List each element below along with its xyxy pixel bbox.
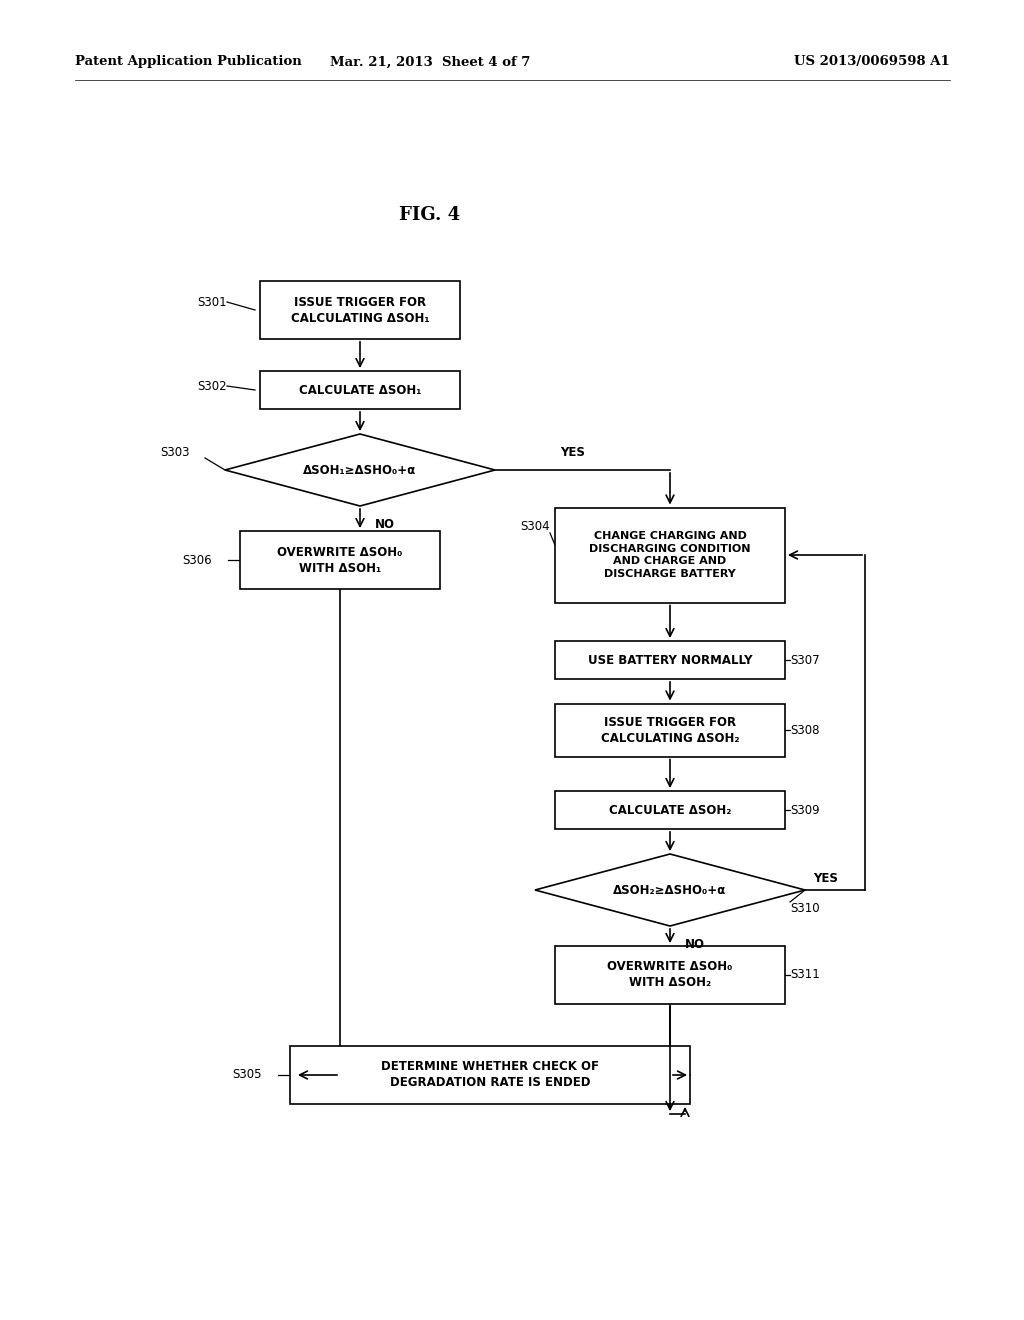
Text: Mar. 21, 2013  Sheet 4 of 7: Mar. 21, 2013 Sheet 4 of 7: [330, 55, 530, 69]
Text: S307: S307: [790, 653, 819, 667]
Text: ISSUE TRIGGER FOR
CALCULATING ΔSOH₁: ISSUE TRIGGER FOR CALCULATING ΔSOH₁: [291, 296, 429, 325]
Text: CALCULATE ΔSOH₂: CALCULATE ΔSOH₂: [609, 804, 731, 817]
Polygon shape: [225, 434, 495, 506]
FancyBboxPatch shape: [555, 704, 785, 756]
Text: CALCULATE ΔSOH₁: CALCULATE ΔSOH₁: [299, 384, 421, 396]
Text: S306: S306: [182, 553, 212, 566]
Text: OVERWRITE ΔSOH₀
WITH ΔSOH₁: OVERWRITE ΔSOH₀ WITH ΔSOH₁: [278, 545, 402, 574]
Text: ΔSOH₂≥ΔSHO₀+α: ΔSOH₂≥ΔSHO₀+α: [613, 883, 727, 896]
Text: S309: S309: [790, 804, 819, 817]
Text: NO: NO: [375, 517, 395, 531]
Text: FIG. 4: FIG. 4: [399, 206, 461, 224]
Text: S304: S304: [520, 520, 550, 533]
FancyBboxPatch shape: [555, 946, 785, 1005]
FancyBboxPatch shape: [260, 281, 460, 339]
Text: NO: NO: [685, 937, 705, 950]
Text: US 2013/0069598 A1: US 2013/0069598 A1: [795, 55, 950, 69]
Text: ISSUE TRIGGER FOR
CALCULATING ΔSOH₂: ISSUE TRIGGER FOR CALCULATING ΔSOH₂: [601, 715, 739, 744]
Text: S310: S310: [790, 902, 819, 915]
FancyBboxPatch shape: [555, 642, 785, 678]
Text: S311: S311: [790, 969, 820, 982]
Text: YES: YES: [813, 871, 838, 884]
FancyBboxPatch shape: [555, 507, 785, 602]
Polygon shape: [535, 854, 805, 927]
FancyBboxPatch shape: [260, 371, 460, 409]
Text: YES: YES: [560, 446, 585, 458]
Text: S308: S308: [790, 723, 819, 737]
Text: Patent Application Publication: Patent Application Publication: [75, 55, 302, 69]
FancyBboxPatch shape: [240, 531, 440, 589]
Text: S302: S302: [198, 380, 227, 392]
FancyBboxPatch shape: [555, 791, 785, 829]
Text: ΔSOH₁≥ΔSHO₀+α: ΔSOH₁≥ΔSHO₀+α: [303, 463, 417, 477]
Text: S303: S303: [161, 446, 190, 458]
Text: S305: S305: [232, 1068, 262, 1081]
Text: USE BATTERY NORMALLY: USE BATTERY NORMALLY: [588, 653, 753, 667]
Text: S301: S301: [198, 296, 227, 309]
Text: OVERWRITE ΔSOH₀
WITH ΔSOH₂: OVERWRITE ΔSOH₀ WITH ΔSOH₂: [607, 961, 733, 990]
Text: CHANGE CHARGING AND
DISCHARGING CONDITION
AND CHARGE AND
DISCHARGE BATTERY: CHANGE CHARGING AND DISCHARGING CONDITIO…: [589, 532, 751, 578]
Text: DETERMINE WHETHER CHECK OF
DEGRADATION RATE IS ENDED: DETERMINE WHETHER CHECK OF DEGRADATION R…: [381, 1060, 599, 1089]
FancyBboxPatch shape: [290, 1045, 690, 1104]
